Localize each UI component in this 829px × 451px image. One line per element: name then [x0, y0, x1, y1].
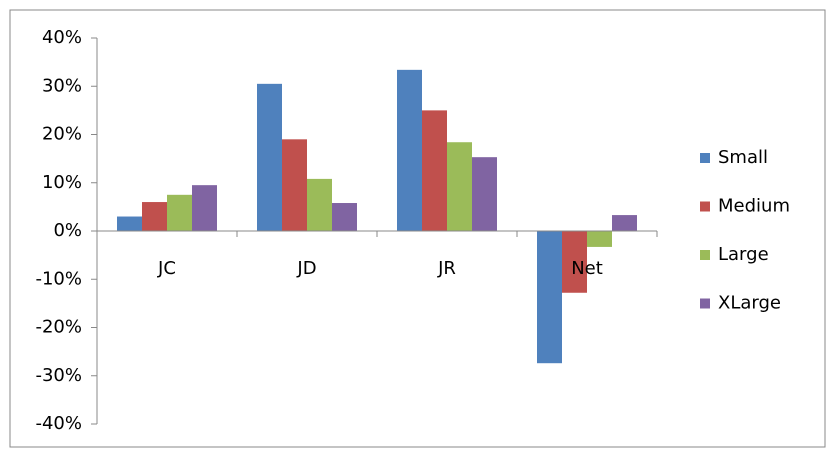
bar	[142, 202, 167, 231]
y-tick-label: 30%	[42, 75, 82, 96]
bar	[307, 178, 332, 231]
bar	[117, 216, 142, 231]
bar	[192, 185, 217, 231]
bar	[562, 231, 587, 293]
x-tick-label: JD	[296, 258, 316, 279]
legend-label: XLarge	[718, 293, 781, 314]
bar	[537, 231, 562, 364]
bar	[422, 110, 447, 231]
bar	[587, 231, 612, 247]
y-tick-label: 20%	[42, 124, 82, 145]
legend-label: Large	[718, 244, 769, 265]
y-tick-label: 0%	[53, 220, 82, 241]
legend-swatch	[700, 153, 710, 163]
y-tick-label: 10%	[42, 172, 82, 193]
bar	[397, 69, 422, 231]
bar	[612, 215, 637, 231]
bar	[282, 139, 307, 231]
x-tick-label: JR	[437, 258, 456, 279]
legend-swatch	[700, 298, 710, 309]
y-tick-label: -20%	[35, 317, 82, 338]
legend-swatch	[700, 250, 710, 260]
x-tick-label: Net	[571, 258, 603, 279]
y-tick-label: -40%	[35, 413, 82, 434]
legend-swatch	[700, 201, 710, 212]
bar	[257, 83, 282, 232]
y-tick-label: 40%	[42, 27, 82, 48]
legend-label: Small	[718, 147, 768, 168]
bar	[167, 194, 192, 231]
y-tick-label: -10%	[35, 268, 82, 289]
y-tick-label: -30%	[35, 365, 82, 386]
bar	[332, 203, 357, 231]
bar	[472, 157, 497, 231]
x-tick-label: JC	[157, 258, 176, 279]
bar	[447, 142, 472, 231]
legend-label: Medium	[718, 196, 790, 217]
